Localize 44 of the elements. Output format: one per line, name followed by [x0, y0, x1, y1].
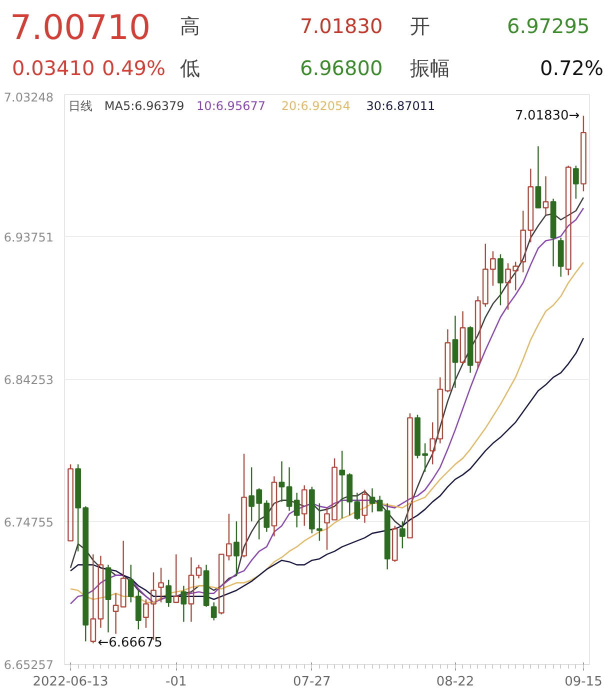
- chart-title: 7.00710: [10, 7, 151, 50]
- text: 0.03410: [12, 55, 95, 82]
- x-tick-label: 2022-06-13: [32, 674, 108, 690]
- text: MA5:6.96379: [104, 98, 184, 113]
- candlestick: [550, 198, 556, 267]
- candlestick: [452, 315, 458, 388]
- candlestick: [286, 466, 292, 512]
- candlestick: [112, 592, 119, 634]
- text: 开: [410, 13, 430, 40]
- text: 20:6.92054: [281, 98, 350, 113]
- candlestick: [294, 492, 300, 528]
- candlestick: [158, 567, 164, 603]
- y-tick-label: 6.65257: [4, 658, 54, 672]
- text: 10:6.95677: [196, 98, 266, 113]
- annotation: 7.01830→: [515, 108, 580, 124]
- x-tick-label: 08-22: [436, 674, 474, 690]
- annotation: ←6.66675: [98, 636, 162, 651]
- y-tick-label: 6.84253: [4, 372, 54, 387]
- candlestick: [98, 555, 104, 628]
- text: 30:6.87011: [366, 98, 436, 113]
- text: 6.96800: [300, 55, 383, 82]
- candlestick: [271, 476, 278, 537]
- candlestick: [369, 488, 376, 513]
- y-tick-label: 6.93751: [4, 230, 54, 244]
- text: 振幅: [410, 55, 450, 82]
- candlestick: [542, 176, 549, 216]
- text: 6.97295: [507, 13, 590, 40]
- candlestick: [278, 460, 285, 502]
- y-tick-label: 7.03248: [4, 90, 54, 104]
- candlestick: [188, 556, 194, 622]
- x-tick-label: 07-27: [293, 674, 331, 690]
- text: 7.01830: [300, 13, 383, 40]
- candlestick: [234, 520, 240, 576]
- x-tick-label: 09-15: [564, 674, 602, 690]
- candlestick: [180, 585, 187, 622]
- candlestick: [362, 489, 368, 524]
- text: 0.49%: [102, 55, 166, 82]
- x-tick-label: -01: [166, 674, 187, 690]
- text: 高: [180, 13, 200, 40]
- text: 0.72%: [540, 55, 604, 82]
- text: 低: [180, 55, 200, 82]
- legend-title: 日线: [68, 98, 92, 113]
- candlestick: [384, 502, 390, 570]
- y-tick-label: 6.74755: [4, 515, 54, 530]
